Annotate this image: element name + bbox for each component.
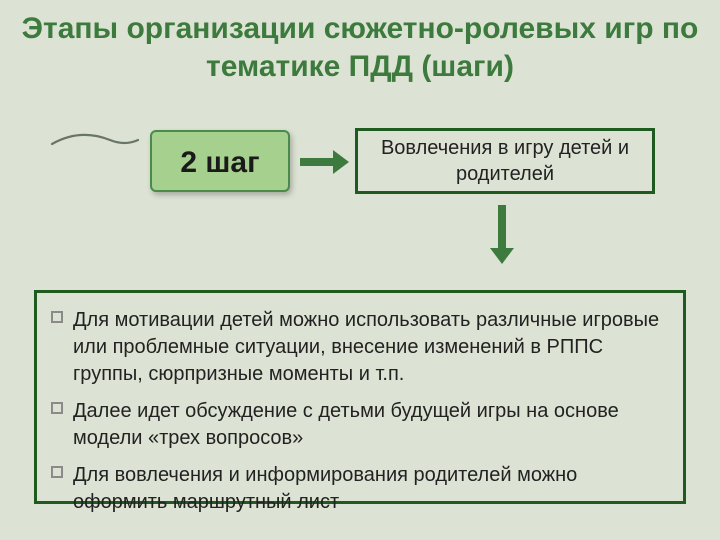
arrow-involve-to-content xyxy=(490,205,514,263)
content-box: Для мотивации детей можно использовать р… xyxy=(34,290,686,504)
content-item-text: Для мотивации детей можно использовать р… xyxy=(73,309,659,385)
swoosh-decoration xyxy=(50,130,140,160)
step-badge: 2 шаг xyxy=(150,130,290,192)
content-item-text: Далее идет обсуждение с детьми будущей и… xyxy=(73,400,619,449)
bullet-square-icon xyxy=(51,466,63,478)
content-item: Далее идет обсуждение с детьми будущей и… xyxy=(47,398,665,452)
content-list: Для мотивации детей можно использовать р… xyxy=(37,293,683,530)
content-item: Для мотивации детей можно использовать р… xyxy=(47,307,665,388)
step-badge-label: 2 шаг xyxy=(152,132,288,194)
bullet-square-icon xyxy=(51,311,63,323)
content-item-text: Для вовлечения и информирования родителе… xyxy=(73,464,577,513)
involvement-box: Вовлечения в игру детей и родителей xyxy=(355,128,655,194)
bullet-square-icon xyxy=(51,402,63,414)
content-item: Для вовлечения и информирования родителе… xyxy=(47,462,665,516)
slide-title: Этапы организации сюжетно-ролевых игр по… xyxy=(0,10,720,85)
involvement-text: Вовлечения в игру детей и родителей xyxy=(368,135,642,187)
arrow-step-to-involve xyxy=(300,150,348,174)
